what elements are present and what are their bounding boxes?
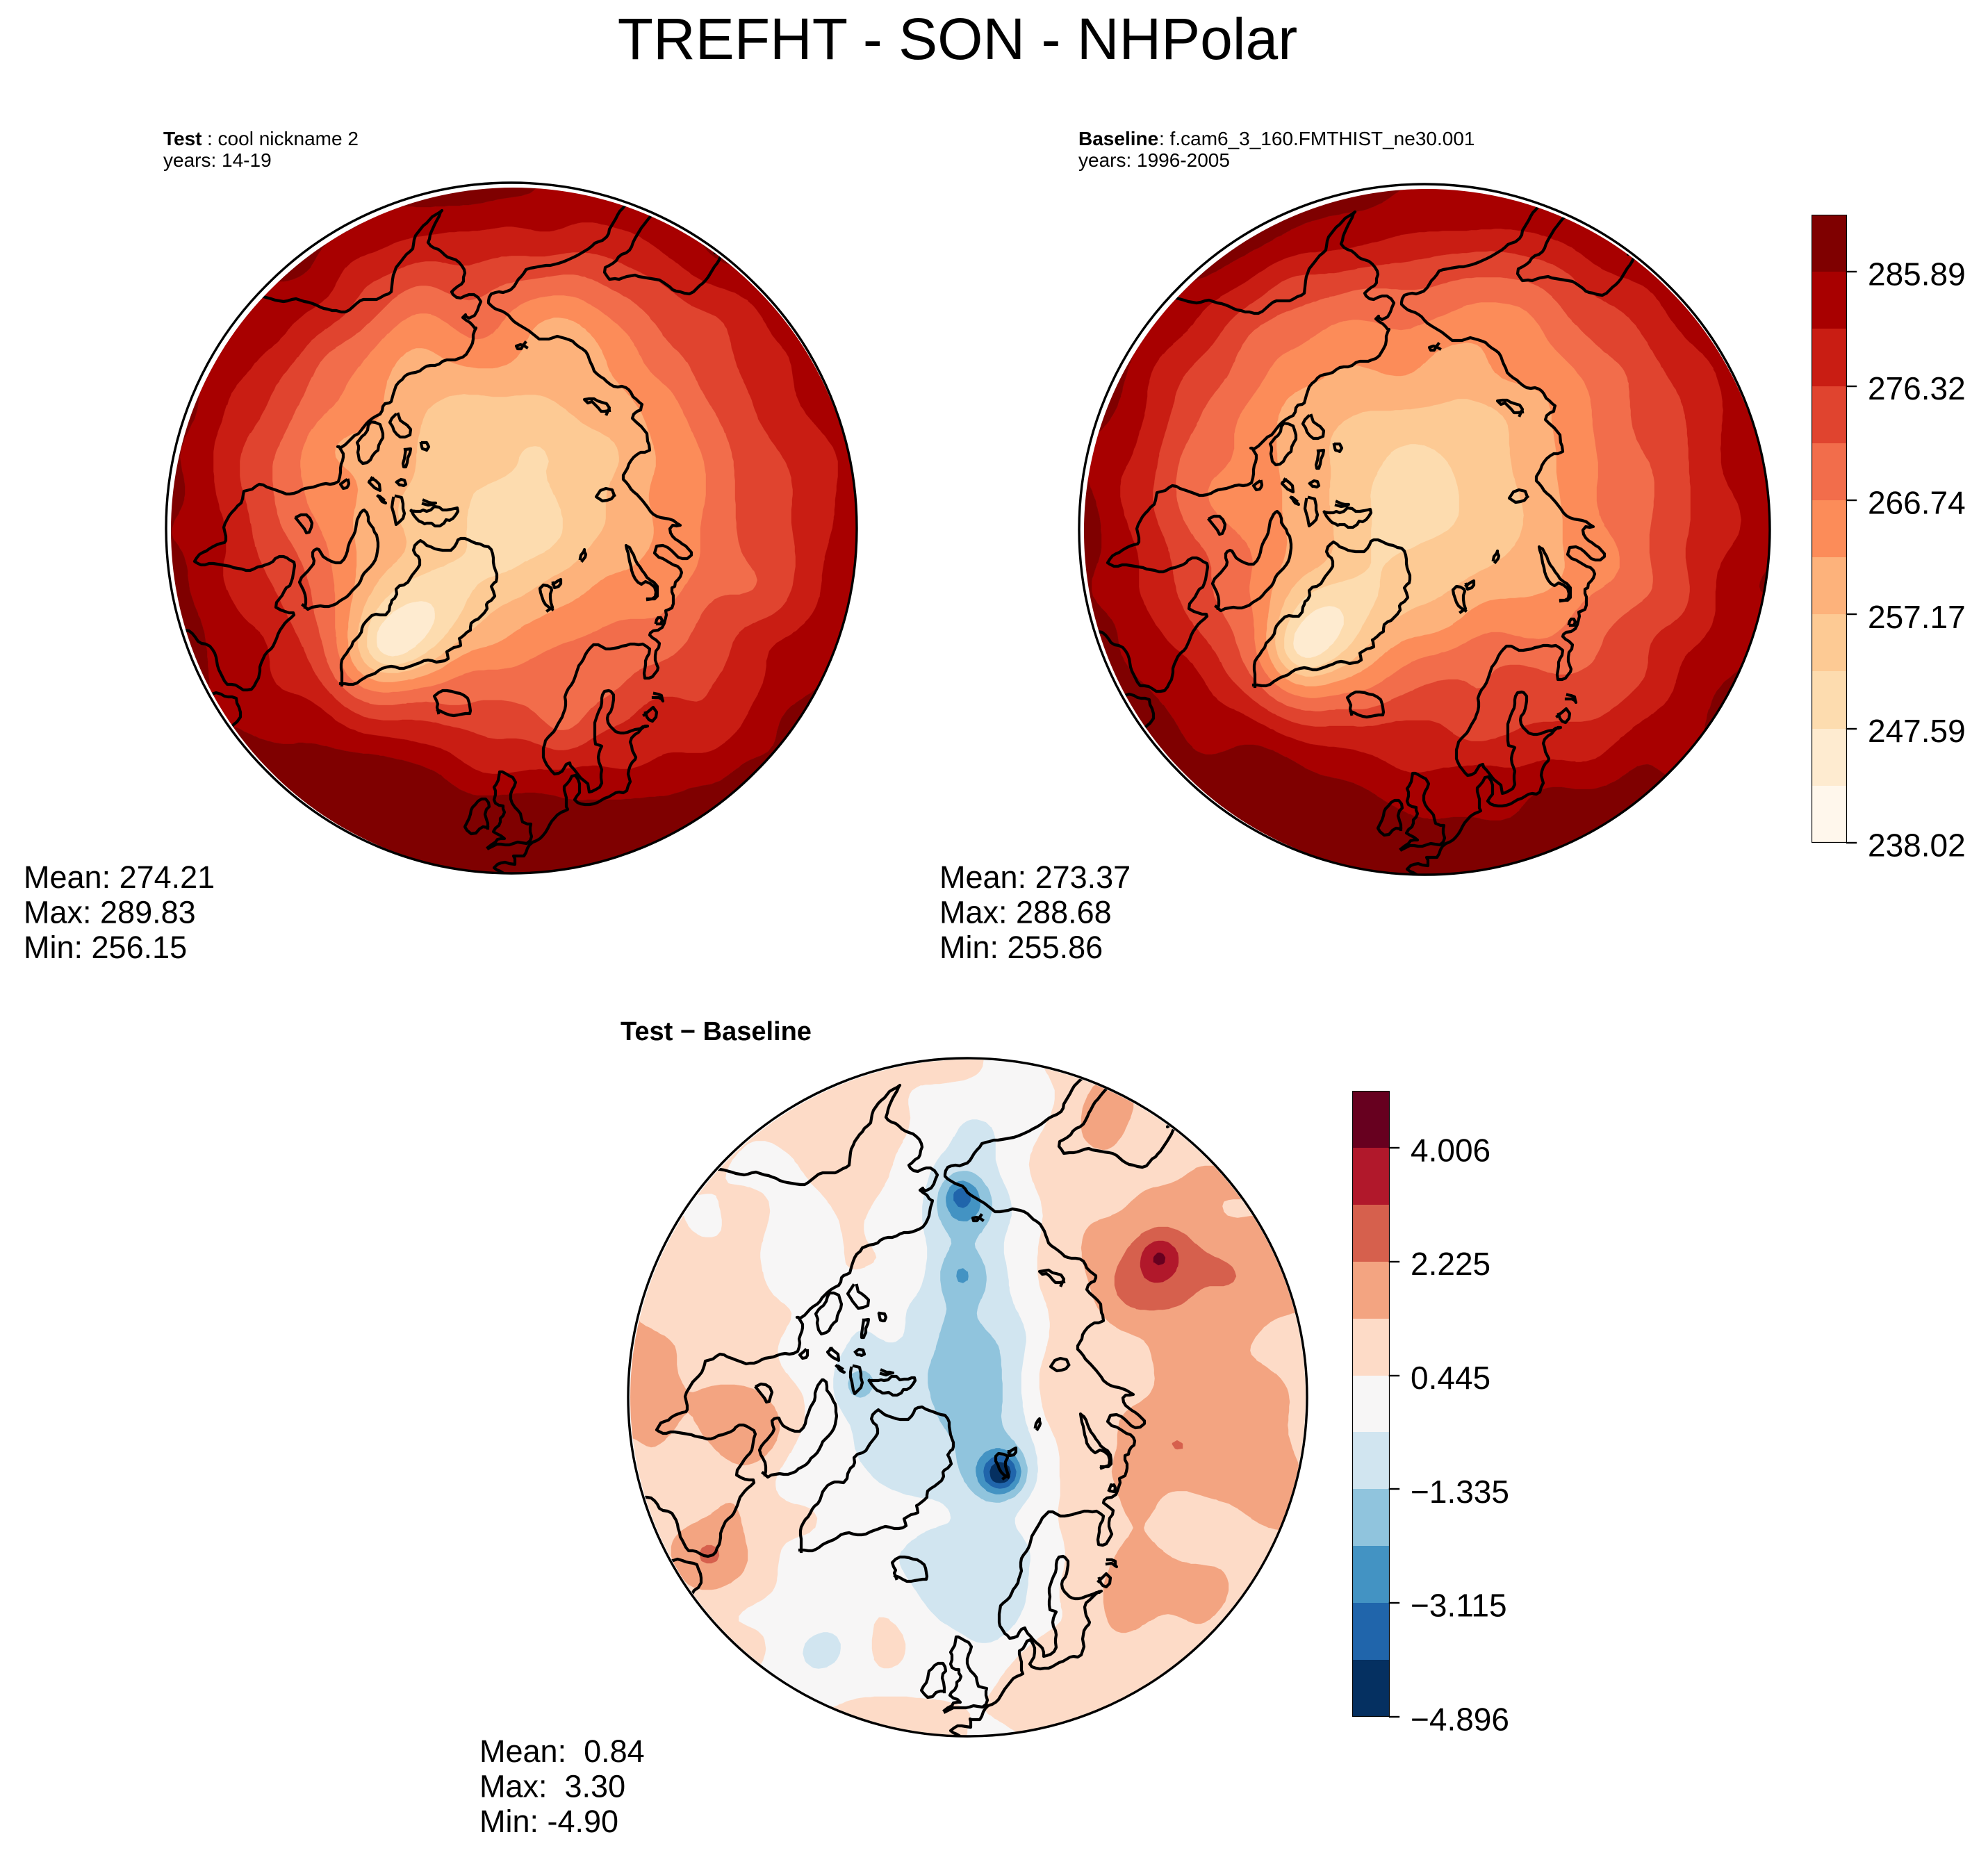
- svg-text:years: 14-19: years: 14-19: [163, 149, 272, 171]
- svg-text:257.17: 257.17: [1868, 599, 1966, 635]
- svg-text:238.02: 238.02: [1868, 827, 1966, 864]
- svg-text:−3.115: −3.115: [1411, 1588, 1507, 1624]
- svg-text:4.006: 4.006: [1411, 1132, 1490, 1168]
- svg-text:Test − Baseline: Test − Baseline: [621, 1017, 812, 1046]
- svg-text:276.32: 276.32: [1868, 370, 1966, 406]
- svg-text:0.445: 0.445: [1411, 1360, 1490, 1396]
- svg-text:TREFHT - SON - NHPolar: TREFHT - SON - NHPolar: [618, 6, 1298, 72]
- svg-text:2.225: 2.225: [1411, 1246, 1490, 1282]
- svg-text:Max: 3.30: Max: 3.30: [479, 1769, 625, 1804]
- svg-text:Baseline: Baseline: [1078, 128, 1158, 149]
- svg-text:−4.896: −4.896: [1411, 1702, 1509, 1738]
- svg-text:Min: 256.15: Min: 256.15: [24, 930, 187, 965]
- svg-text:Min: 255.86: Min: 255.86: [939, 930, 1103, 965]
- svg-text:−1.335: −1.335: [1411, 1474, 1509, 1510]
- svg-text:Min: -4.90: Min: -4.90: [479, 1804, 618, 1839]
- svg-text:years: 1996-2005: years: 1996-2005: [1078, 149, 1230, 171]
- svg-text:: cool nickname 2: : cool nickname 2: [207, 128, 359, 149]
- svg-text:Test: Test: [163, 128, 202, 149]
- svg-text:Mean: 273.37: Mean: 273.37: [939, 859, 1131, 895]
- svg-text:Max: 289.83: Max: 289.83: [24, 895, 196, 930]
- svg-text:Mean: 274.21: Mean: 274.21: [24, 859, 215, 895]
- svg-text:: f.cam6_3_160.FMTHIST_ne30.00: : f.cam6_3_160.FMTHIST_ne30.001: [1159, 128, 1474, 149]
- svg-text:247.59: 247.59: [1868, 713, 1966, 749]
- svg-text:266.74: 266.74: [1868, 484, 1966, 520]
- svg-text:Mean: 0.84: Mean: 0.84: [479, 1733, 645, 1769]
- svg-text:Max: 288.68: Max: 288.68: [939, 895, 1112, 930]
- svg-text:285.89: 285.89: [1868, 256, 1966, 293]
